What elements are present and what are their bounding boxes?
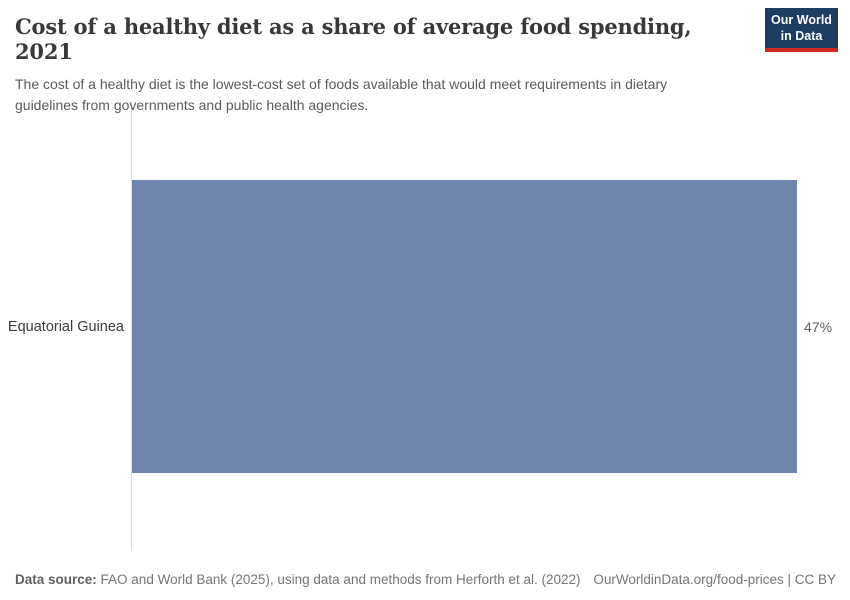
owid-logo-line1: Our World bbox=[771, 12, 832, 27]
data-source-label: Data source: bbox=[15, 572, 97, 587]
data-source-text: FAO and World Bank (2025), using data an… bbox=[100, 572, 581, 587]
bar-value-label: 47% bbox=[804, 319, 833, 335]
chart-subtitle: The cost of a healthy diet is the lowest… bbox=[15, 76, 668, 114]
chart-footer: Data source: FAO and World Bank (2025), … bbox=[15, 572, 836, 587]
chart-header: Cost of a healthy diet as a share of ave… bbox=[15, 8, 838, 116]
entity-label: Equatorial Guinea bbox=[7, 319, 124, 335]
owid-logo: Our World in Data bbox=[765, 8, 838, 52]
y-axis-line bbox=[131, 101, 132, 551]
chart-title: Cost of a healthy diet as a share of ave… bbox=[15, 14, 692, 65]
owid-logo-line2: in Data bbox=[780, 29, 823, 43]
data-source: Data source: FAO and World Bank (2025), … bbox=[15, 572, 581, 587]
bar-equatorial-guinea bbox=[132, 180, 797, 473]
license-link[interactable]: OurWorldinData.org/food-prices | CC BY bbox=[593, 572, 836, 587]
